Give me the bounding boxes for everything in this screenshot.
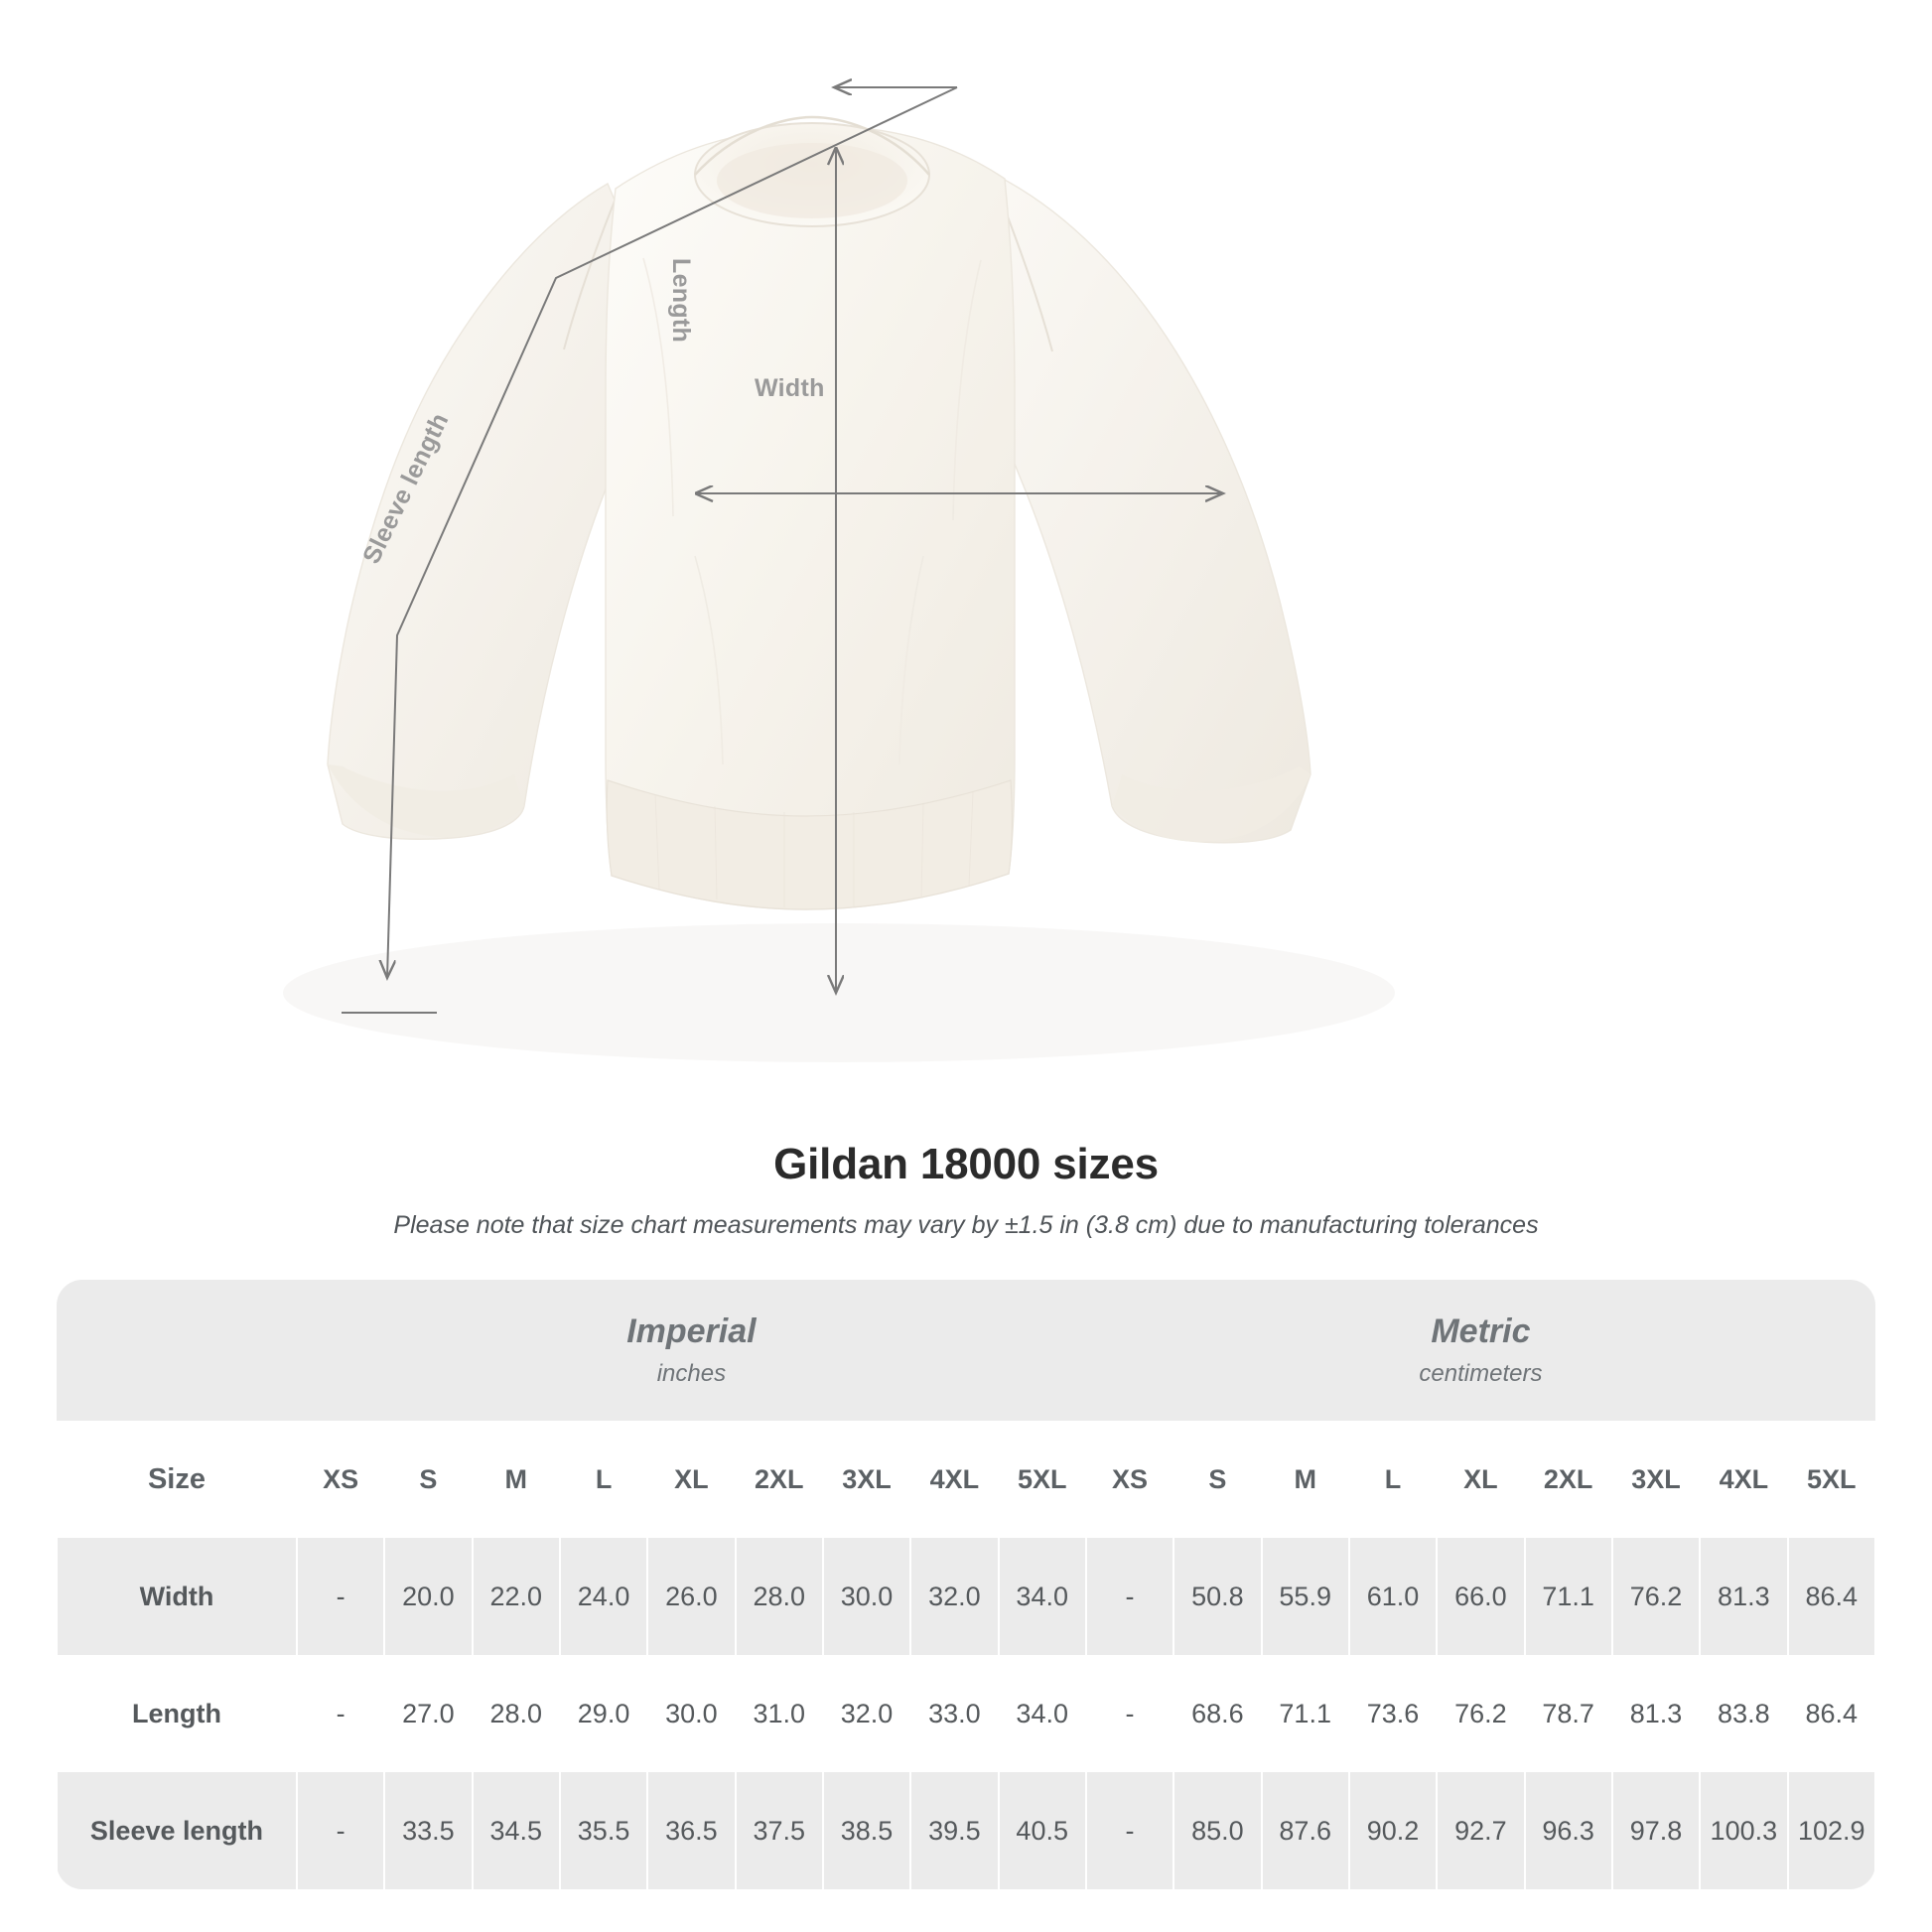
imperial-label: Imperial bbox=[626, 1312, 757, 1351]
sleeve-metric-m: 87.6 bbox=[1260, 1772, 1350, 1889]
length-metric-l: 73.6 bbox=[1347, 1655, 1439, 1772]
size-header-imperial-5xl: 5XL bbox=[997, 1421, 1087, 1538]
sleeve-metric-s: 85.0 bbox=[1173, 1772, 1263, 1889]
garment-illustration: Length Width Sleeve length bbox=[327, 0, 1311, 1014]
metric-unit-cell: Metric centimeters bbox=[1085, 1280, 1875, 1421]
length-metric-3xl: 81.3 bbox=[1610, 1655, 1702, 1772]
length-imperial-l: 29.0 bbox=[558, 1655, 649, 1772]
metric-label: Metric bbox=[1431, 1312, 1531, 1351]
length-imperial-xl: 30.0 bbox=[646, 1655, 737, 1772]
width-metric-4xl: 81.3 bbox=[1699, 1538, 1789, 1655]
length-imperial-4xl: 33.0 bbox=[909, 1655, 1000, 1772]
width-imperial-xl: 26.0 bbox=[646, 1538, 737, 1655]
sleeve-imperial-4xl: 39.5 bbox=[909, 1772, 1000, 1889]
width-imperial-m: 22.0 bbox=[471, 1538, 561, 1655]
size-header-imperial-s: S bbox=[383, 1421, 474, 1538]
tolerance-note: Please note that size chart measurements… bbox=[393, 1211, 1539, 1239]
size-header-metric-m: M bbox=[1260, 1421, 1350, 1538]
sleeve-imperial-xs: - bbox=[295, 1772, 386, 1889]
length-metric-2xl: 78.7 bbox=[1523, 1655, 1613, 1772]
sleeve-imperial-s: 33.5 bbox=[383, 1772, 474, 1889]
size-header-metric-4xl: 4XL bbox=[1699, 1421, 1789, 1538]
width-metric-2xl: 71.1 bbox=[1523, 1538, 1613, 1655]
length-metric-m: 71.1 bbox=[1260, 1655, 1350, 1772]
width-imperial-4xl: 32.0 bbox=[909, 1538, 1000, 1655]
table-row: Sleeve length - 33.5 34.5 35.5 36.5 37.5… bbox=[56, 1772, 1876, 1889]
imperial-unit-cell: Imperial inches bbox=[296, 1280, 1086, 1421]
length-imperial-3xl: 32.0 bbox=[821, 1655, 912, 1772]
size-header-imperial-m: M bbox=[471, 1421, 561, 1538]
size-header-metric-5xl: 5XL bbox=[1786, 1421, 1876, 1538]
size-chart-table: Imperial inches Metric centimeters Size … bbox=[56, 1280, 1876, 1889]
sleeve-imperial-2xl: 37.5 bbox=[734, 1772, 824, 1889]
width-imperial-2xl: 28.0 bbox=[734, 1538, 824, 1655]
size-header-metric-s: S bbox=[1173, 1421, 1263, 1538]
unit-header-row: Imperial inches Metric centimeters bbox=[57, 1280, 1875, 1421]
size-header-imperial-l: L bbox=[558, 1421, 649, 1538]
row-label-width: Width bbox=[56, 1538, 298, 1655]
sleeve-metric-l: 90.2 bbox=[1347, 1772, 1439, 1889]
length-imperial-s: 27.0 bbox=[383, 1655, 474, 1772]
title-block: Gildan 18000 sizes Please note that size… bbox=[0, 1140, 1932, 1240]
size-table-wrapper: Imperial inches Metric centimeters Size … bbox=[0, 1280, 1932, 1889]
size-header-metric-xs: XS bbox=[1084, 1421, 1175, 1538]
metric-unit-sub: centimeters bbox=[1419, 1359, 1543, 1387]
length-metric-4xl: 83.8 bbox=[1699, 1655, 1789, 1772]
size-header-imperial-xs: XS bbox=[295, 1421, 386, 1538]
size-header-metric-3xl: 3XL bbox=[1610, 1421, 1702, 1538]
width-metric-3xl: 76.2 bbox=[1610, 1538, 1702, 1655]
sleeve-metric-3xl: 97.8 bbox=[1610, 1772, 1702, 1889]
table-row: Length - 27.0 28.0 29.0 30.0 31.0 32.0 3… bbox=[56, 1655, 1876, 1772]
size-header-row: Size XS S M L XL 2XL 3XL 4XL 5XL XS S M … bbox=[56, 1421, 1876, 1538]
length-annotation-label: Length bbox=[667, 258, 695, 344]
width-metric-xl: 66.0 bbox=[1436, 1538, 1526, 1655]
width-metric-xs: - bbox=[1084, 1538, 1175, 1655]
width-imperial-3xl: 30.0 bbox=[821, 1538, 912, 1655]
sleeve-imperial-3xl: 38.5 bbox=[821, 1772, 912, 1889]
page-title: Gildan 18000 sizes bbox=[773, 1140, 1159, 1188]
size-header-metric-l: L bbox=[1347, 1421, 1439, 1538]
sleeve-imperial-l: 35.5 bbox=[558, 1772, 649, 1889]
sleeve-imperial-m: 34.5 bbox=[471, 1772, 561, 1889]
size-header-imperial-4xl: 4XL bbox=[909, 1421, 1000, 1538]
length-metric-5xl: 86.4 bbox=[1786, 1655, 1876, 1772]
sleeve-metric-2xl: 96.3 bbox=[1523, 1772, 1613, 1889]
size-header-imperial-2xl: 2XL bbox=[734, 1421, 824, 1538]
length-metric-xs: - bbox=[1084, 1655, 1175, 1772]
imperial-unit-sub: inches bbox=[656, 1359, 727, 1387]
width-imperial-xs: - bbox=[295, 1538, 386, 1655]
width-imperial-s: 20.0 bbox=[383, 1538, 474, 1655]
size-header-metric-xl: XL bbox=[1436, 1421, 1526, 1538]
sweatshirt-diagram bbox=[327, 0, 1311, 1014]
size-header-imperial-xl: XL bbox=[646, 1421, 737, 1538]
sleeve-imperial-xl: 36.5 bbox=[646, 1772, 737, 1889]
length-imperial-2xl: 31.0 bbox=[734, 1655, 824, 1772]
length-imperial-5xl: 34.0 bbox=[997, 1655, 1087, 1772]
sleeve-metric-4xl: 100.3 bbox=[1699, 1772, 1789, 1889]
width-metric-5xl: 86.4 bbox=[1786, 1538, 1876, 1655]
width-metric-s: 50.8 bbox=[1173, 1538, 1263, 1655]
width-imperial-l: 24.0 bbox=[558, 1538, 649, 1655]
width-metric-l: 61.0 bbox=[1347, 1538, 1439, 1655]
size-header-label: Size bbox=[56, 1421, 298, 1538]
width-imperial-5xl: 34.0 bbox=[997, 1538, 1087, 1655]
sleeve-metric-xl: 92.7 bbox=[1436, 1772, 1526, 1889]
length-metric-s: 68.6 bbox=[1173, 1655, 1263, 1772]
sleeve-metric-xs: - bbox=[1084, 1772, 1175, 1889]
row-label-length: Length bbox=[56, 1655, 298, 1772]
unit-corner-cell bbox=[57, 1280, 297, 1421]
length-imperial-xs: - bbox=[295, 1655, 386, 1772]
length-metric-xl: 76.2 bbox=[1436, 1655, 1526, 1772]
sleeve-measure-line bbox=[387, 86, 958, 978]
sleeve-imperial-5xl: 40.5 bbox=[997, 1772, 1087, 1889]
sleeve-metric-5xl: 102.9 bbox=[1786, 1772, 1876, 1889]
length-imperial-m: 28.0 bbox=[471, 1655, 561, 1772]
size-header-imperial-3xl: 3XL bbox=[821, 1421, 912, 1538]
row-label-sleeve-length: Sleeve length bbox=[56, 1772, 298, 1889]
width-metric-m: 55.9 bbox=[1260, 1538, 1350, 1655]
width-annotation-label: Width bbox=[755, 374, 825, 402]
table-row: Width - 20.0 22.0 24.0 26.0 28.0 30.0 32… bbox=[56, 1538, 1876, 1655]
size-header-metric-2xl: 2XL bbox=[1523, 1421, 1613, 1538]
